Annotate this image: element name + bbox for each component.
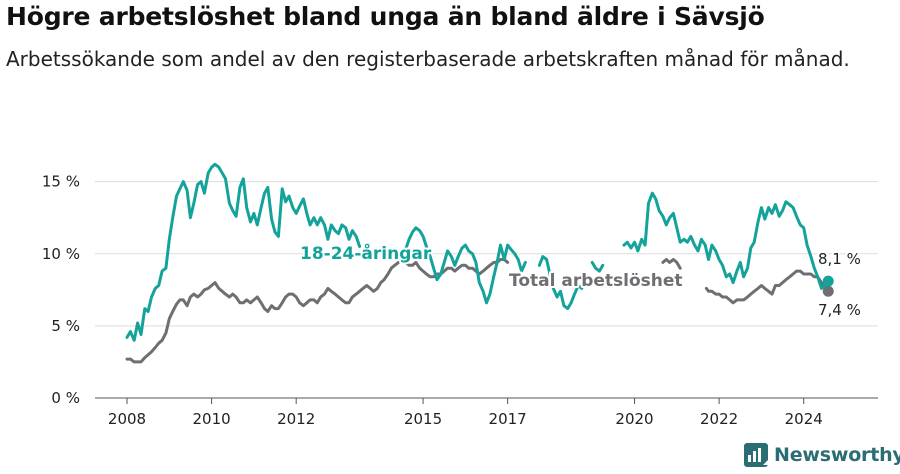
- end-value-label-youth: 8,1 %: [818, 250, 861, 268]
- series-label-youth: 18-24-åringar: [300, 242, 432, 264]
- series-line-youth: [125, 162, 830, 342]
- x-tick-label: 2010: [192, 410, 230, 428]
- end-point-total: [822, 285, 834, 297]
- chart-subtitle: Arbetssökande som andel av den registerb…: [6, 47, 850, 71]
- end-point-youth: [822, 275, 834, 287]
- x-axis-ticks: 2008 2010 2012 2015 2017 2020 2022 2024: [108, 398, 823, 428]
- series-lines: [125, 162, 834, 364]
- x-tick-label: 2017: [489, 410, 527, 428]
- y-axis-ticks: 0 % 5 % 10 % 15 %: [42, 173, 80, 407]
- series-line-total: [125, 258, 830, 364]
- x-tick-label: 2022: [700, 410, 738, 428]
- x-tick-label: 2020: [615, 410, 653, 428]
- y-tick-label: 15 %: [42, 173, 80, 191]
- y-tick-label: 0 %: [51, 389, 80, 407]
- x-tick-label: 2008: [108, 410, 146, 428]
- chart-title: Högre arbetslöshet bland unga än bland ä…: [6, 2, 765, 31]
- x-tick-label: 2015: [404, 410, 442, 428]
- series-labels: 18-24-åringar 8,1 % Total arbetslöshet 7,4 …: [298, 240, 863, 321]
- y-tick-label: 5 %: [51, 317, 80, 335]
- brand-name: Newsworthy: [774, 444, 900, 466]
- brand[interactable]: Newsworthy: [744, 443, 900, 467]
- newsworthy-logo-icon: [744, 443, 768, 467]
- y-tick-label: 10 %: [42, 245, 80, 263]
- x-tick-label: 2012: [277, 410, 315, 428]
- x-tick-label: 2024: [785, 410, 823, 428]
- series-label-total: Total arbetslöshet: [509, 271, 683, 291]
- end-value-label-total: 7,4 %: [818, 301, 861, 319]
